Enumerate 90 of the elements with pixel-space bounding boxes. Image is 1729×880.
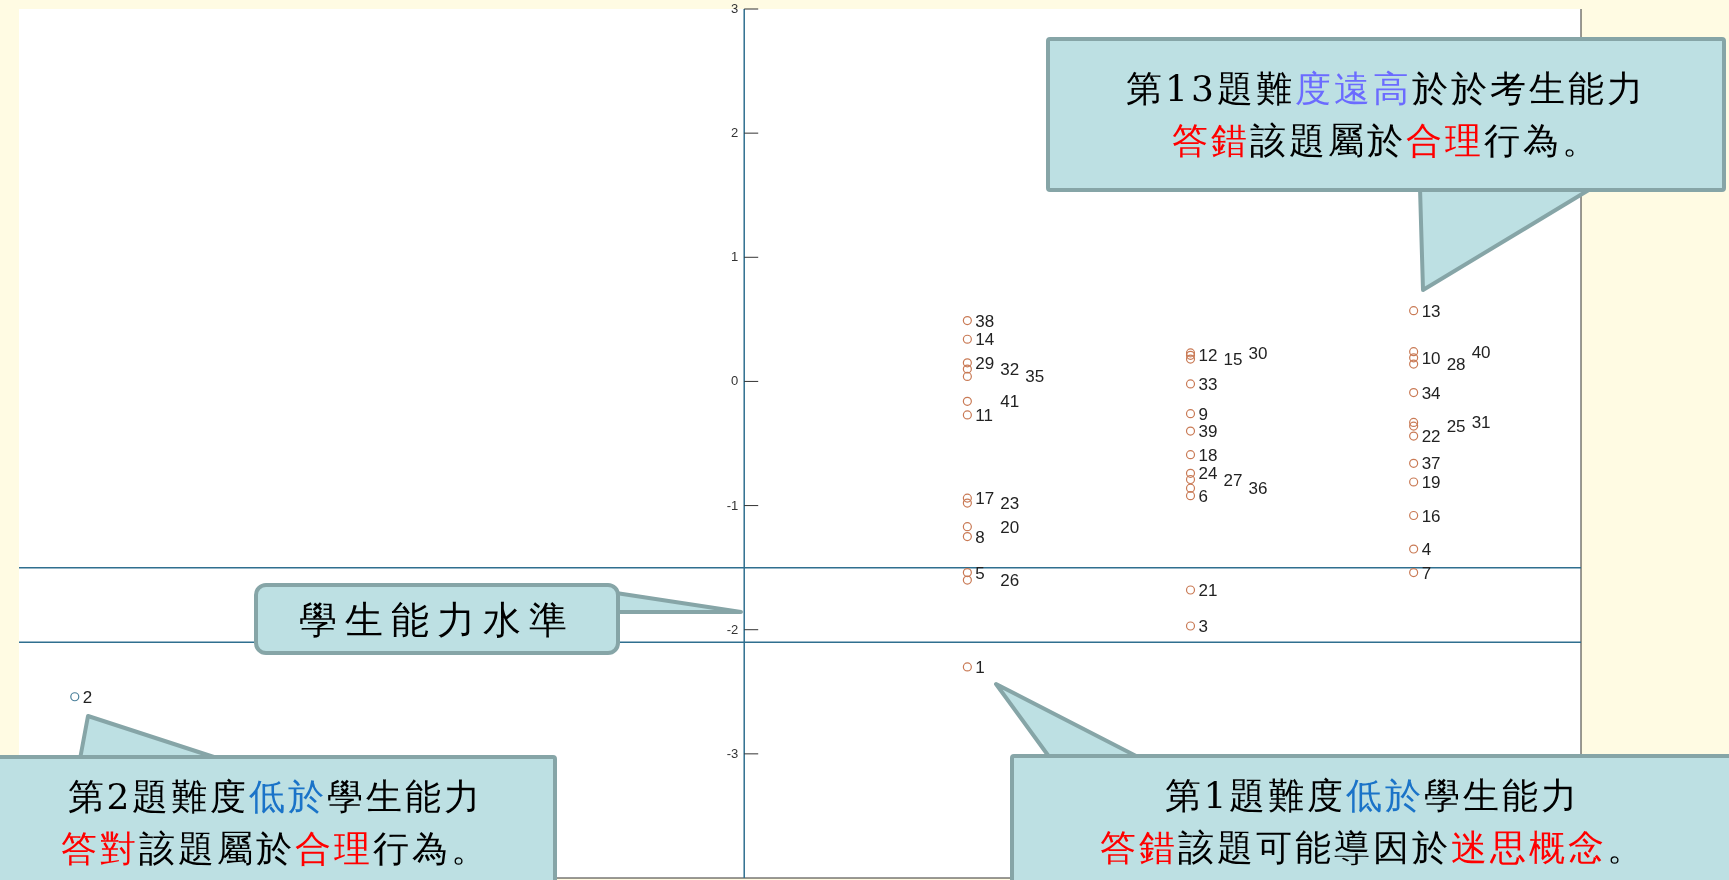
point [1409,458,1419,468]
point [962,522,972,532]
point [1185,585,1196,595]
point [1185,491,1196,501]
series-label: 6 [1198,486,1208,506]
point [962,396,972,406]
series-label: 8 [975,527,985,547]
series-label: 27 [1223,470,1243,490]
speech-callout: 第2題難度低於學生能力答對該題屬於合理行為。 [0,714,557,880]
point [1409,306,1419,316]
series-label: 3 [1198,616,1208,636]
series-label: 13 [1421,301,1441,321]
text: 40 [1471,342,1491,362]
point [962,575,972,585]
point [962,334,972,344]
point [1185,450,1196,460]
series-label: 26 [1000,571,1020,591]
text: 31 [1471,413,1491,433]
series-label: 1 [975,657,985,677]
series-label: 4 [1421,540,1432,560]
series-label: 12 [1198,346,1218,366]
point [1409,353,1419,363]
series-label: 14 [975,330,995,350]
series-label: 19 [1421,472,1441,492]
series-label: 25 [1446,417,1466,437]
point [1409,388,1419,398]
point [1185,483,1196,493]
point [1409,544,1419,554]
point [1409,510,1419,521]
series-label: 34 [1421,383,1441,403]
point [962,568,972,578]
series-label: 11 [975,405,994,425]
series-label: 39 [1198,422,1218,442]
point [1185,474,1196,485]
y-tick-label: 2 [730,125,739,141]
series-label: 17 [975,489,995,509]
y-tick-label: -3 [726,745,739,761]
point [70,692,80,702]
series-label: 7 [1421,563,1432,583]
point [962,316,972,326]
series-label: 18 [1198,445,1218,465]
series-label: 41 [1000,392,1020,412]
series-label: 38 [975,311,995,331]
point [1409,421,1419,431]
point [1185,409,1196,419]
point [1185,354,1196,364]
point [962,532,972,542]
point [962,364,972,374]
y-tick-label: 1 [730,249,739,265]
point [1185,426,1196,436]
series-label: 2 [82,687,93,707]
series-label: 16 [1421,506,1441,526]
point [1409,477,1419,487]
series-label: 22 [1421,427,1441,447]
point [962,662,972,672]
y-tick-label: 0 [730,373,739,389]
series-label: 21 [1198,580,1218,600]
point [962,498,972,508]
series-label: 28 [1446,355,1466,375]
point [962,493,972,503]
series-label: 15 [1223,350,1243,370]
y-tick-label: -1 [726,497,739,513]
series-label: 32 [1000,360,1020,380]
point [962,410,972,420]
y-tick-label: 3 [730,1,739,16]
series-label: 5 [975,563,985,583]
point [1409,431,1419,441]
point [962,358,972,368]
point [1409,417,1419,427]
text: 36 [1248,479,1268,499]
series-label: 23 [1000,494,1020,514]
text: 35 [1025,367,1045,387]
point [1185,621,1196,631]
point [1185,379,1196,389]
point [1409,359,1419,369]
annotation: 學生能力水準 [299,597,575,642]
point [1409,347,1419,357]
series-label: 20 [1000,517,1020,537]
series-label: 29 [975,353,995,373]
series-label: 24 [1198,464,1218,484]
text: 30 [1248,343,1268,363]
speech-callout: 第1題難度低於學生能力答錯該題可能導因於迷思概念。 [994,682,1729,880]
point [1185,468,1196,478]
point [962,371,972,382]
point [1409,568,1419,578]
series-label: 10 [1421,348,1441,368]
series-label: 33 [1198,374,1218,394]
y-tick-label: -2 [726,621,739,637]
series-label: 9 [1198,404,1208,424]
series-label: 37 [1421,454,1441,474]
